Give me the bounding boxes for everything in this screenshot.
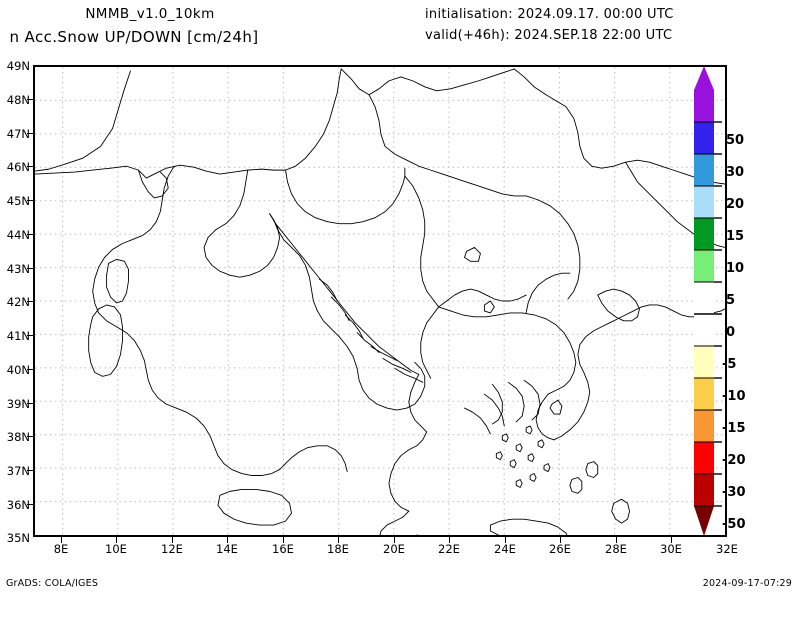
colorbar-band-10-15 <box>694 218 714 250</box>
xtick-mark-28e <box>616 537 617 543</box>
colorbar-label-m5: -5 <box>722 357 737 372</box>
colorbar-label-50: 50 <box>726 133 745 148</box>
ytick-mark-44n <box>27 234 33 235</box>
ytick-label-41n: 41N <box>6 329 30 343</box>
colorbar-label-20: 20 <box>726 197 745 212</box>
ytick-mark-36n <box>27 504 33 505</box>
ytick-label-49n: 49N <box>6 59 30 73</box>
xtick-mark-26e <box>560 537 561 543</box>
ytick-label-46n: 46N <box>6 160 30 174</box>
xtick-label-8e: 8E <box>53 542 69 556</box>
ytick-label-48n: 48N <box>6 93 30 107</box>
ytick-label-42n: 42N <box>6 295 30 309</box>
ytick-mark-48n <box>27 99 33 100</box>
ytick-mark-43n <box>27 268 33 269</box>
coastline-layer <box>35 68 725 535</box>
xtick-label-30e: 30E <box>660 542 682 556</box>
ytick-label-47n: 47N <box>6 127 30 141</box>
ytick-mark-37n <box>27 470 33 471</box>
xtick-label-14e: 14E <box>216 542 238 556</box>
xtick-mark-22e <box>449 537 450 543</box>
xtick-label-32e: 32E <box>716 542 738 556</box>
colorbar-label-m50: -50 <box>722 517 746 532</box>
ytick-label-39n: 39N <box>6 397 30 411</box>
ytick-label-44n: 44N <box>6 228 30 242</box>
colorbar-label-0: 0 <box>726 325 736 340</box>
initialisation-time: initialisation: 2024.09.17. 00:00 UTC <box>425 7 674 22</box>
xtick-label-12e: 12E <box>161 542 183 556</box>
xtick-mark-30e <box>671 537 672 543</box>
xtick-label-20e: 20E <box>383 542 405 556</box>
colorbar-max-arrow <box>694 67 714 90</box>
xtick-label-24e: 24E <box>494 542 516 556</box>
model-title: NMMB_v1.0_10km <box>85 6 215 22</box>
ytick-mark-46n <box>27 166 33 167</box>
colorbar-label-30: 30 <box>726 165 745 180</box>
ytick-label-37n: 37N <box>6 464 30 478</box>
xtick-label-16e: 16E <box>272 542 294 556</box>
xtick-label-28e: 28E <box>605 542 627 556</box>
map-plot-frame <box>33 65 727 537</box>
ytick-label-35n: 35N <box>6 531 30 545</box>
ytick-mark-45n <box>27 200 33 201</box>
ytick-label-38n: 38N <box>6 430 30 444</box>
ytick-label-40n: 40N <box>6 363 30 377</box>
colorbar-band-m50-m30 <box>694 474 714 506</box>
colorbar-band-gt50 <box>694 90 714 122</box>
ytick-mark-38n <box>27 436 33 437</box>
map-canvas <box>35 67 725 535</box>
colorbar-band-30-50 <box>694 122 714 154</box>
ytick-label-36n: 36N <box>6 498 30 512</box>
field-title: n Acc.Snow UP/DOWN [cm/24h] <box>9 28 259 46</box>
xtick-mark-20e <box>394 537 395 543</box>
ytick-mark-47n <box>27 133 33 134</box>
xtick-label-22e: 22E <box>438 542 460 556</box>
colorbar-label-5: 5 <box>726 293 736 308</box>
map-gridlines <box>35 67 725 535</box>
colorbar-label-m10: -10 <box>722 389 746 404</box>
colorbar-band-15-20 <box>694 186 714 218</box>
xtick-label-26e: 26E <box>549 542 571 556</box>
xtick-mark-8e <box>61 537 62 543</box>
ytick-mark-39n <box>27 403 33 404</box>
xtick-mark-14e <box>227 537 228 543</box>
render-timestamp: 2024-09-17-07:29 <box>702 578 792 589</box>
colorbar-label-10: 10 <box>726 261 745 276</box>
ytick-mark-42n <box>27 301 33 302</box>
ytick-mark-41n <box>27 335 33 336</box>
colorbar <box>694 67 722 535</box>
colorbar-label-m30: -30 <box>722 485 746 500</box>
xtick-mark-10e <box>116 537 117 543</box>
valid-time: valid(+46h): 2024.SEP.18 22:00 UTC <box>425 28 673 43</box>
colorbar-min-arrow <box>694 506 714 535</box>
colorbar-band-20-30 <box>694 154 714 186</box>
ytick-label-43n: 43N <box>6 262 30 276</box>
colorbar-band-m30-m20 <box>694 442 714 474</box>
xtick-label-10e: 10E <box>105 542 127 556</box>
colorbar-band-m15-m10 <box>694 378 714 410</box>
colorbar-band-5-10 <box>694 250 714 282</box>
grads-credit: GrADS: COLA/IGES <box>6 578 99 589</box>
ytick-label-45n: 45N <box>6 194 30 208</box>
colorbar-band-m20-m15 <box>694 410 714 442</box>
xtick-mark-12e <box>172 537 173 543</box>
xtick-mark-18e <box>338 537 339 543</box>
colorbar-label-m20: -20 <box>722 453 746 468</box>
colorbar-label-15: 15 <box>726 229 745 244</box>
xtick-mark-16e <box>283 537 284 543</box>
xtick-label-18e: 18E <box>327 542 349 556</box>
xtick-mark-24e <box>505 537 506 543</box>
colorbar-label-m15: -15 <box>722 421 746 436</box>
colorbar-band-m10-m5 <box>694 346 714 378</box>
ytick-mark-40n <box>27 369 33 370</box>
